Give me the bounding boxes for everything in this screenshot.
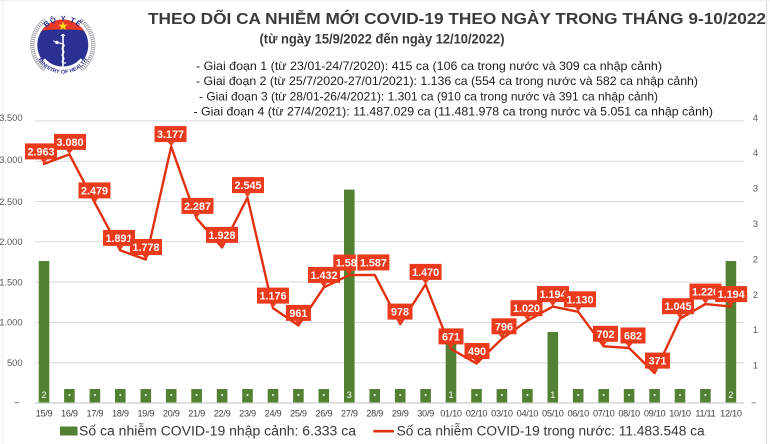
svg-text:(từ ngày 15/9/2022 đến ngày 12: (từ ngày 15/9/2022 đến ngày 12/10/2022) <box>260 32 505 47</box>
svg-text:09/10: 09/10 <box>644 409 666 419</box>
svg-text:1.226: 1.226 <box>692 287 719 299</box>
svg-text:1.470: 1.470 <box>412 267 439 279</box>
svg-text:702: 702 <box>596 329 614 341</box>
svg-text:20/9: 20/9 <box>163 409 180 419</box>
svg-text:08/10: 08/10 <box>618 409 640 419</box>
svg-text:03/10: 03/10 <box>491 409 513 419</box>
svg-text:978: 978 <box>391 307 409 319</box>
svg-text:30/9: 30/9 <box>417 409 434 419</box>
svg-text:3.177: 3.177 <box>157 129 184 141</box>
svg-text:1.130: 1.130 <box>566 294 593 306</box>
svg-text:16/9: 16/9 <box>61 409 78 419</box>
svg-text:Số ca nhiễm COVID-19 nhập cảnh: Số ca nhiễm COVID-19 nhập cảnh: 6.333 ca <box>79 423 356 438</box>
svg-text:21/9: 21/9 <box>188 409 205 419</box>
svg-text:961: 961 <box>289 308 307 320</box>
svg-text:11/11: 11/11 <box>695 409 715 419</box>
svg-text:1: 1 <box>448 390 453 400</box>
svg-text:3: 3 <box>753 184 758 194</box>
svg-text:1: 1 <box>753 325 758 335</box>
svg-text:23/9: 23/9 <box>239 409 256 419</box>
svg-text:3.080: 3.080 <box>56 137 83 149</box>
svg-text:THEO DÕI CA NHIỄM MỚI COVID-19: THEO DÕI CA NHIỄM MỚI COVID-19 THEO NGÀY… <box>148 8 766 28</box>
svg-text:- Giai đoạn 3 (từ 28/01-26/4/2: - Giai đoạn 3 (từ 28/01-26/4/2021): 1.30… <box>199 89 658 103</box>
svg-text:24/9: 24/9 <box>265 409 282 419</box>
svg-text:1.500: 1.500 <box>0 277 23 287</box>
svg-text:25/9: 25/9 <box>290 409 307 419</box>
svg-text:371: 371 <box>648 356 666 368</box>
svg-text:2.479: 2.479 <box>81 185 108 197</box>
svg-text:05/10: 05/10 <box>542 409 564 419</box>
svg-text:2: 2 <box>728 390 733 400</box>
svg-text:04/10: 04/10 <box>517 409 539 419</box>
svg-text:06/10: 06/10 <box>567 409 589 419</box>
svg-text:682: 682 <box>624 331 642 343</box>
svg-text:18/9: 18/9 <box>112 409 129 419</box>
svg-text:1.891: 1.891 <box>105 233 132 245</box>
svg-text:19/9: 19/9 <box>137 409 154 419</box>
svg-text:2.500: 2.500 <box>0 197 23 207</box>
svg-text:490: 490 <box>468 346 486 358</box>
svg-text:2.000: 2.000 <box>0 237 23 247</box>
svg-text:26/9: 26/9 <box>315 409 332 419</box>
svg-text:01/10: 01/10 <box>440 409 462 419</box>
svg-text:1.194: 1.194 <box>539 289 566 301</box>
svg-text:1: 1 <box>550 390 555 400</box>
svg-text:27/9: 27/9 <box>341 409 358 419</box>
svg-text:- Giai đoạn 2 (từ 25/7/2020-27: - Giai đoạn 2 (từ 25/7/2020-27/01/2021):… <box>196 74 698 88</box>
svg-text:1.176: 1.176 <box>259 291 286 303</box>
svg-text:1.000: 1.000 <box>0 318 23 328</box>
svg-text:500: 500 <box>7 358 23 368</box>
svg-text:3.500: 3.500 <box>0 113 23 123</box>
svg-text:07/10: 07/10 <box>593 409 615 419</box>
svg-text:1.020: 1.020 <box>513 303 540 315</box>
svg-text:1: 1 <box>753 361 758 371</box>
svg-text:671: 671 <box>442 331 460 343</box>
svg-text:12/10: 12/10 <box>720 409 742 419</box>
svg-text:1.778: 1.778 <box>132 242 159 254</box>
svg-text:10/10: 10/10 <box>669 409 691 419</box>
svg-text:02/10: 02/10 <box>466 409 488 419</box>
svg-text:29/9: 29/9 <box>392 409 409 419</box>
svg-text:3: 3 <box>347 390 352 400</box>
svg-text:2.963: 2.963 <box>27 146 54 158</box>
svg-text:- Giai đoạn 1 (từ 23/01-24/7/2: - Giai đoạn 1 (từ 23/01-24/7/2020): 415 … <box>196 59 662 73</box>
svg-text:15/9: 15/9 <box>36 409 53 419</box>
svg-text:3: 3 <box>753 219 758 229</box>
svg-text:1.432: 1.432 <box>310 270 337 282</box>
svg-text:796: 796 <box>495 321 513 333</box>
svg-text:2.287: 2.287 <box>184 201 211 213</box>
svg-text:2.545: 2.545 <box>234 180 261 192</box>
svg-text:4: 4 <box>753 113 758 123</box>
svg-text:4: 4 <box>753 148 758 158</box>
svg-text:1.928: 1.928 <box>208 230 235 242</box>
svg-text:17/9: 17/9 <box>87 409 104 419</box>
svg-text:- Giai đoạn 4 (từ 27/4/2021):: - Giai đoạn 4 (từ 27/4/2021): 11.487.029… <box>194 104 714 118</box>
svg-text:28/9: 28/9 <box>366 409 383 419</box>
svg-text:1.587: 1.587 <box>360 257 387 269</box>
svg-text:Số ca nhiễm COVID-19 trong nướ: Số ca nhiễm COVID-19 trong nước: 11.483.… <box>397 423 705 438</box>
svg-text:1.045: 1.045 <box>664 301 691 313</box>
svg-text:3.000: 3.000 <box>0 155 23 165</box>
svg-text:1.194: 1.194 <box>718 289 745 301</box>
svg-text:2: 2 <box>41 390 46 400</box>
svg-text:2: 2 <box>753 290 758 300</box>
svg-text:2: 2 <box>753 254 758 264</box>
svg-text:22/9: 22/9 <box>214 409 231 419</box>
